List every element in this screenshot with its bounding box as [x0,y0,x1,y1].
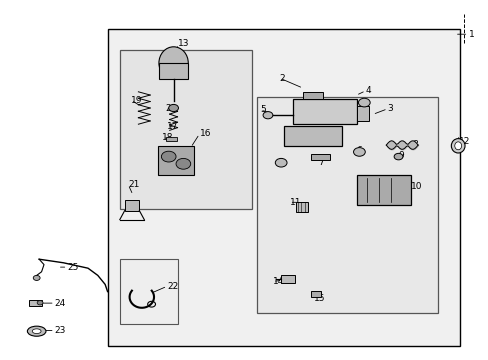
Circle shape [275,158,286,167]
Text: 6: 6 [277,158,283,167]
Text: 21: 21 [128,180,139,189]
Text: 6: 6 [355,146,361,155]
Text: 8: 8 [411,140,417,149]
Text: 24: 24 [55,299,66,307]
Text: 10: 10 [410,182,422,191]
Bar [283,126,342,146]
Bar [157,146,194,175]
Ellipse shape [450,139,464,153]
Bar [356,106,368,121]
Text: 18: 18 [162,133,174,142]
Circle shape [263,112,272,119]
Circle shape [393,153,402,160]
Text: 4: 4 [365,86,371,95]
Bar [166,137,177,141]
Circle shape [37,301,43,305]
Text: 25: 25 [67,263,79,272]
Circle shape [358,98,369,107]
Bar [29,300,41,306]
Ellipse shape [159,47,188,79]
Text: 7: 7 [317,158,323,167]
Text: 13: 13 [177,40,189,49]
Text: 1: 1 [468,30,473,39]
Bar [124,200,139,211]
Ellipse shape [454,142,461,150]
Bar [293,99,356,124]
Bar [281,275,294,283]
Text: 22: 22 [167,282,178,291]
Ellipse shape [32,329,41,333]
Text: 17: 17 [167,122,179,131]
Circle shape [161,151,176,162]
Text: 11: 11 [289,198,301,207]
Bar [159,63,188,79]
Text: 23: 23 [55,326,66,335]
Bar [295,202,307,212]
Text: 19: 19 [131,96,142,105]
Circle shape [33,275,40,280]
Text: 16: 16 [199,130,211,139]
Text: 2: 2 [279,74,285,83]
Circle shape [168,104,178,112]
Circle shape [353,148,365,156]
Bar [356,175,410,205]
Bar [256,97,437,313]
Text: 12: 12 [458,137,469,146]
Text: 14: 14 [272,277,284,286]
Circle shape [176,158,190,169]
Bar [107,29,459,346]
Text: 15: 15 [313,294,325,302]
Text: 9: 9 [398,151,404,160]
Ellipse shape [27,326,46,336]
Text: 3: 3 [387,104,393,113]
Bar [303,92,322,99]
Text: 5: 5 [260,105,265,114]
Bar [310,291,321,297]
Text: 20: 20 [165,104,176,113]
Bar [310,154,329,160]
Bar [120,50,251,209]
Bar [120,259,178,324]
